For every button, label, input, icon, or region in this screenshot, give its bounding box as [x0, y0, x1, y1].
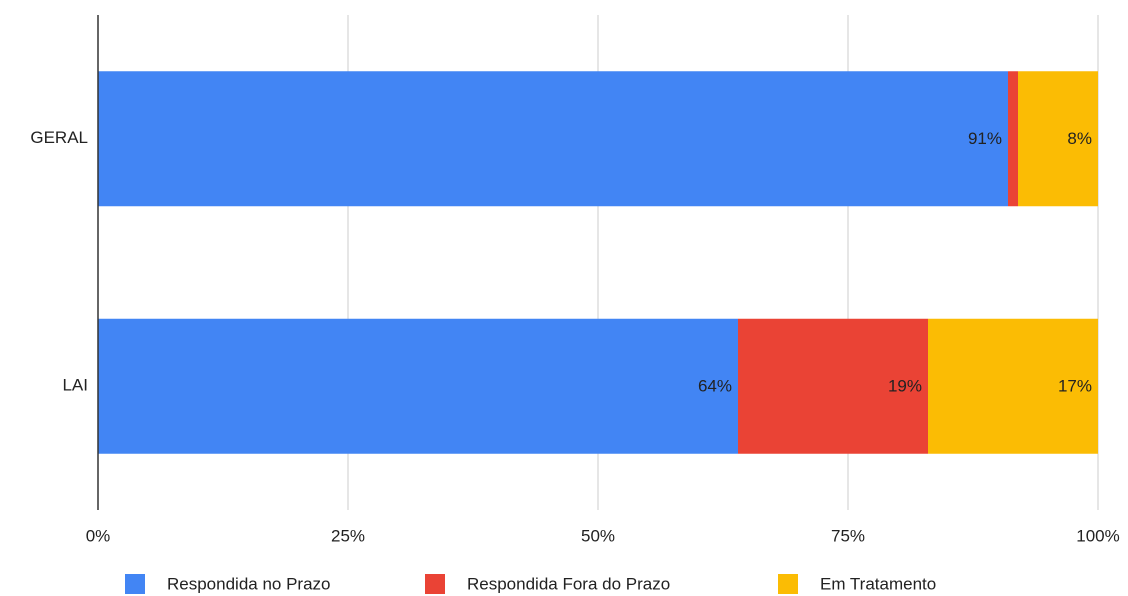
data-label: 8% [1067, 129, 1092, 148]
x-tick-label: 100% [1076, 526, 1119, 545]
bar-segment [1008, 71, 1018, 207]
data-label: 91% [968, 129, 1002, 148]
legend-swatch [125, 574, 145, 594]
legend-swatch [425, 574, 445, 594]
bar-segment [928, 318, 1098, 454]
bar-segment [738, 318, 928, 454]
bar-segment [98, 318, 738, 454]
x-tick-label: 0% [86, 526, 111, 545]
data-label: 19% [888, 377, 922, 396]
legend-label: Em Tratamento [820, 574, 936, 593]
bar-segment [98, 71, 1008, 207]
x-tick-label: 50% [581, 526, 615, 545]
data-label: 17% [1058, 377, 1092, 396]
x-tick-label: 75% [831, 526, 865, 545]
y-tick-label: LAI [62, 376, 88, 395]
data-label: 64% [698, 377, 732, 396]
legend-label: Respondida Fora do Prazo [467, 574, 670, 593]
x-tick-label: 25% [331, 526, 365, 545]
legend-swatch [778, 574, 798, 594]
y-tick-label: GERAL [30, 128, 88, 147]
legend-label: Respondida no Prazo [167, 574, 331, 593]
bar-segment [1018, 71, 1098, 207]
